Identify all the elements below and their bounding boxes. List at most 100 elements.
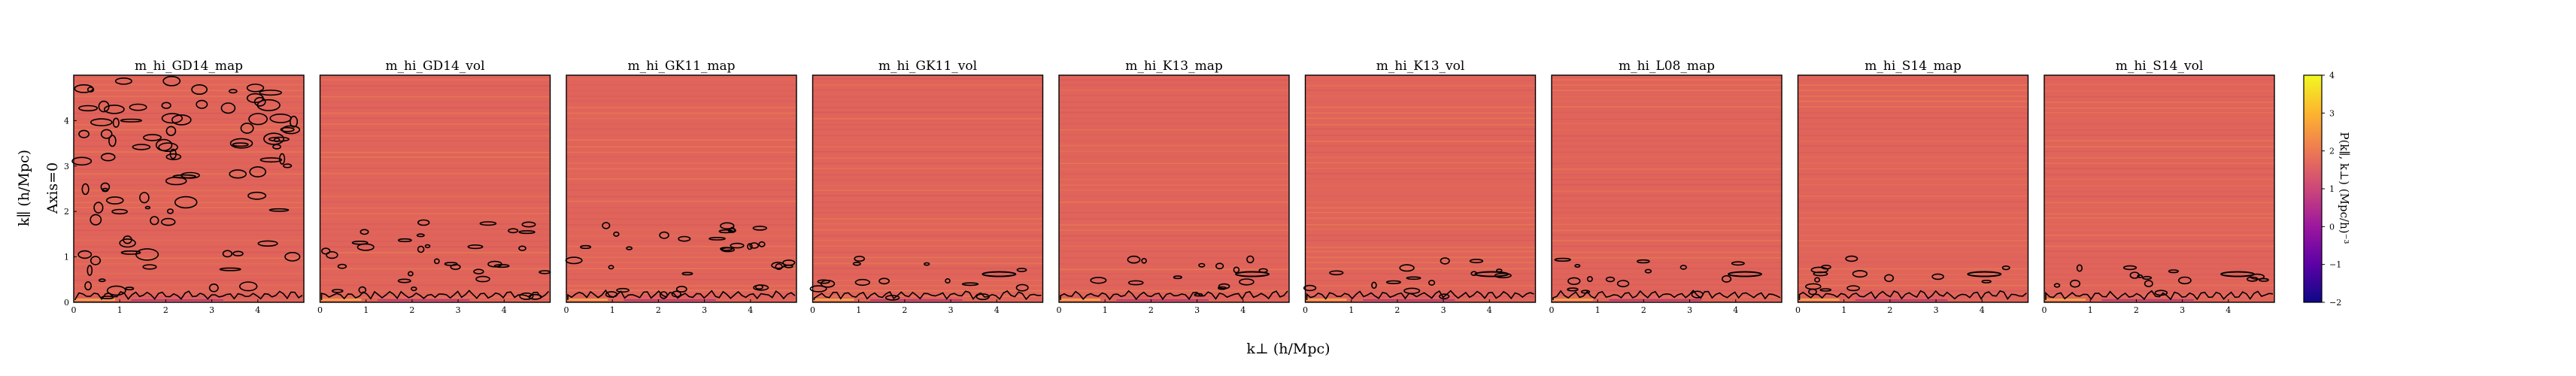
- heatmap-stripe: [74, 162, 304, 164]
- heatmap-field: [1798, 75, 2028, 302]
- contour-line: [283, 163, 293, 168]
- panel-title: m_hi_S14_vol: [2116, 59, 2204, 74]
- heatmap-stripe: [2044, 256, 2274, 259]
- contour-line: [1329, 270, 1344, 276]
- contour-line: [1574, 263, 1581, 268]
- heatmap-stripe: [320, 274, 551, 276]
- heatmap-stripe: [74, 246, 304, 247]
- heatmap-stripe: [1552, 229, 1782, 232]
- heatmap-stripe: [1059, 173, 1289, 174]
- contour-line: [1884, 274, 1895, 283]
- contour-line: [2177, 276, 2192, 285]
- panel-title: m_hi_GD14_vol: [385, 59, 484, 74]
- heatmap-stripe: [1059, 268, 1289, 271]
- heatmap-field: [1305, 75, 1536, 302]
- heatmap-stripe: [1552, 96, 1782, 98]
- heatmap-stripe: [1552, 84, 1782, 86]
- heatmap-stripe: [1798, 96, 2028, 97]
- heatmap-stripe: [812, 135, 1043, 136]
- heatmap-stripe: [566, 146, 796, 148]
- contour-line: [112, 117, 120, 128]
- heatmap-stripe: [320, 184, 551, 186]
- heatmap-stripe: [2044, 174, 2274, 176]
- contour-line: [132, 144, 151, 150]
- heatmap-stripe: [320, 256, 551, 258]
- heatmap-stripe: [2044, 157, 2274, 159]
- heatmap-stripe: [320, 246, 551, 248]
- panel-title: m_hi_GK11_vol: [878, 59, 977, 74]
- y-tick-label: 1: [64, 253, 69, 262]
- contour-line: [730, 242, 745, 249]
- panel-title: m_hi_K13_map: [1125, 59, 1223, 74]
- panel-title: m_hi_S14_map: [1864, 59, 1962, 74]
- contour-line: [90, 118, 113, 126]
- contour-line: [166, 208, 174, 214]
- heatmap-stripe: [812, 118, 1043, 120]
- heatmap-stripe: [1552, 290, 1782, 292]
- heatmap-stripe: [812, 251, 1043, 253]
- heatmap-stripe: [74, 273, 304, 274]
- heatmap-panel: m_hi_GK11_vol 0 1 2 3 4: [809, 59, 1044, 315]
- contour-line: [411, 287, 417, 292]
- contour-line: [479, 221, 497, 226]
- heatmap-stripe: [1552, 118, 1782, 120]
- contour-line: [749, 242, 760, 249]
- heatmap-stripe: [1059, 168, 1289, 170]
- heatmap-stripe: [1798, 262, 2028, 263]
- contour-line: [331, 289, 344, 293]
- heatmap-stripe: [320, 107, 551, 109]
- heatmap-stripe: [566, 268, 796, 269]
- heatmap-stripe: [1798, 84, 2028, 86]
- heatmap-stripe: [1059, 156, 1289, 158]
- heatmap-stripe: [566, 112, 796, 114]
- heatmap-stripe: [812, 78, 1043, 80]
- heatmap-stripe: [1305, 151, 1536, 153]
- x-tick-label: 2: [1148, 305, 1154, 315]
- contour-line: [2137, 274, 2144, 278]
- heatmap-stripe: [2044, 117, 2274, 120]
- heatmap-stripe: [1552, 217, 1782, 220]
- heatmap-stripe: [566, 262, 796, 264]
- heatmap-stripe: [812, 229, 1043, 231]
- heatmap-stripe: [812, 96, 1043, 98]
- heatmap-stripe: [1305, 141, 1536, 142]
- contour-line: [519, 292, 534, 300]
- contour-line: [125, 287, 135, 291]
- heatmap-stripe: [74, 263, 304, 265]
- heatmap-low-k-band: [1798, 299, 1840, 301]
- heatmap-stripe: [74, 213, 304, 215]
- contour-line: [444, 262, 458, 266]
- heatmap-stripe: [320, 89, 551, 91]
- panel-frame: [812, 74, 1044, 303]
- x-tick-label: 0: [71, 305, 77, 315]
- heatmap-stripe: [812, 89, 1043, 91]
- heatmap-stripe: [2044, 268, 2274, 270]
- heatmap-stripe: [320, 201, 551, 203]
- heatmap-stripe: [320, 217, 551, 220]
- heatmap-stripe: [812, 212, 1043, 214]
- contour-line: [208, 283, 219, 293]
- contour-line: [659, 231, 669, 239]
- heatmap-low-k-band: [1116, 299, 1209, 301]
- contour-line: [1235, 271, 1270, 277]
- heatmap-stripe: [2044, 245, 2274, 247]
- x-tick-label: 1: [1349, 305, 1354, 315]
- heatmap-stripe: [1305, 190, 1536, 191]
- contour-line: [1303, 284, 1317, 292]
- heatmap-stripe: [320, 96, 551, 98]
- heatmap-stripe: [566, 117, 796, 120]
- heatmap-stripe: [1552, 123, 1782, 125]
- heatmap-stripe: [1059, 201, 1289, 203]
- heatmap-field: [2044, 75, 2274, 302]
- contour-line: [758, 241, 766, 247]
- heatmap-stripe: [1059, 101, 1289, 103]
- heatmap-stripe: [1552, 151, 1782, 153]
- contour-line: [162, 75, 181, 86]
- x-tick-label: 2: [163, 305, 168, 315]
- heatmap-stripe: [1798, 162, 2028, 164]
- contour-line: [232, 250, 244, 256]
- x-tick-label: 3: [1687, 305, 1692, 315]
- heatmap-stripe: [812, 123, 1043, 126]
- heatmap-stripe: [1798, 106, 2028, 108]
- heatmap-stripe: [1059, 107, 1289, 109]
